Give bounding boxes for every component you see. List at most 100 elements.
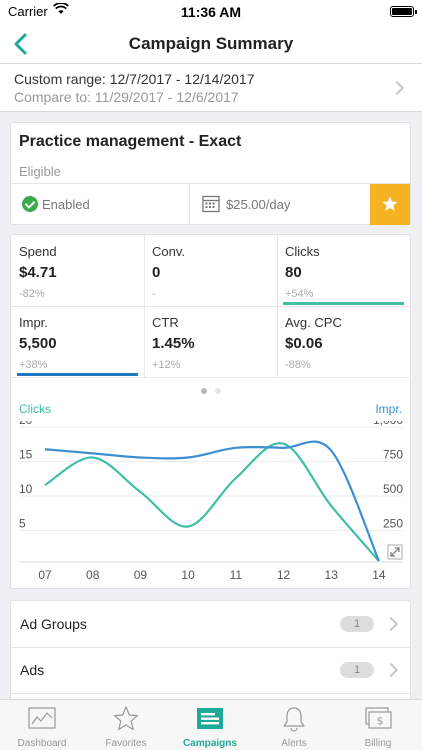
- metric-change: -88%: [285, 359, 311, 371]
- y-right-tick-label: 750: [383, 448, 403, 462]
- chevron-right-icon: [383, 616, 399, 632]
- metric-change: -: [152, 288, 156, 300]
- grid-divider: [11, 306, 410, 307]
- page-title: Campaign Summary: [128, 34, 294, 53]
- billing-icon: $: [363, 705, 393, 733]
- navigation-bar: Campaign Summary: [0, 24, 422, 64]
- metric-label: CTR: [152, 315, 179, 330]
- x-tick-label: 09: [134, 568, 148, 582]
- tab-alerts[interactable]: Alerts: [252, 700, 336, 750]
- count-badge: 1: [340, 616, 374, 632]
- campaign-name: Practice management - Exact: [19, 133, 242, 150]
- metric-impressions[interactable]: Impr. 5,500 +38%: [11, 306, 144, 377]
- tab-campaigns[interactable]: Campaigns: [168, 700, 252, 750]
- date-range-selector[interactable]: Custom range: 12/7/2017 - 12/14/2017 Com…: [0, 64, 422, 112]
- metric-change: +38%: [19, 359, 48, 371]
- metric-label: Spend: [19, 244, 57, 259]
- campaigns-icon: [195, 705, 225, 733]
- metric-spend[interactable]: Spend $4.71 -82%: [11, 235, 144, 306]
- tab-billing[interactable]: $ Billing: [336, 700, 420, 750]
- back-button[interactable]: [10, 30, 32, 58]
- series-line-clicks: [44, 442, 380, 562]
- x-tick-label: 07: [38, 568, 52, 582]
- metric-clicks[interactable]: Clicks 80 +54%: [277, 235, 410, 306]
- campaign-controls: Enabled $25.00/day: [11, 183, 410, 225]
- star-outline-icon: [111, 705, 141, 733]
- y-left-tick-label: 5: [19, 517, 26, 531]
- series-line-impr: [44, 440, 380, 562]
- calendar-icon: [202, 195, 220, 218]
- budget-label: $25.00/day: [226, 197, 291, 212]
- chart-right-axis-label: Impr.: [375, 402, 402, 416]
- carrier-label: Carrier: [8, 4, 48, 19]
- metric-value: 1.45%: [152, 335, 195, 352]
- tab-favorites[interactable]: Favorites: [84, 700, 168, 750]
- status-label: Enabled: [42, 197, 90, 212]
- tab-dashboard[interactable]: Dashboard: [0, 700, 84, 750]
- metric-label: Clicks: [285, 244, 320, 259]
- metric-change: +54%: [285, 288, 314, 300]
- tab-label: Alerts: [281, 738, 307, 749]
- metric-label: Impr.: [19, 315, 48, 330]
- eligibility-status: Eligible: [19, 164, 61, 179]
- x-tick-label: 13: [325, 568, 339, 582]
- metric-avg-cpc[interactable]: Avg. CPC $0.06 -88%: [277, 306, 410, 377]
- compare-range-text: Compare to: 11/29/2017 - 12/6/2017: [14, 89, 239, 105]
- metric-conversions[interactable]: Conv. 0 -: [144, 235, 277, 306]
- list-item-label: Ad Groups: [20, 616, 87, 632]
- metric-value: $0.06: [285, 335, 323, 352]
- count-badge: 1: [340, 662, 374, 678]
- status-bar: Carrier 11:36 AM: [0, 0, 422, 24]
- list-item-label: Ads: [20, 662, 45, 678]
- drilldown-list: Ad Groups 1 Ads 1: [10, 600, 411, 705]
- metric-label: Conv.: [152, 244, 185, 259]
- dashboard-icon: [27, 705, 57, 733]
- y-right-tick-label: 500: [383, 482, 403, 496]
- metric-ctr[interactable]: CTR 1.45% +12%: [144, 306, 277, 377]
- x-tick-label: 14: [372, 568, 386, 582]
- list-item-ads[interactable]: Ads 1: [11, 647, 410, 693]
- metric-selected-bar: [283, 302, 404, 305]
- line-chart: 20 1,000 15 750 10 500 5 250 07 08 09 10 11 12 13 14: [19, 421, 403, 582]
- x-tick-label: 12: [277, 568, 291, 582]
- x-tick-label: 11: [230, 568, 243, 582]
- expand-icon[interactable]: [387, 544, 403, 560]
- page-dot: [214, 388, 221, 394]
- metrics-card: Spend $4.71 -82% Conv. 0 - Clicks 80 +54…: [10, 234, 411, 589]
- chevron-right-icon: [389, 80, 405, 96]
- tab-label: Billing: [364, 738, 392, 749]
- clock: 11:36 AM: [180, 4, 242, 20]
- tab-label: Favorites: [105, 738, 147, 749]
- metric-value: 80: [285, 264, 302, 281]
- custom-range-text: Custom range: 12/7/2017 - 12/14/2017: [14, 71, 255, 87]
- star-icon: [382, 196, 398, 211]
- wifi-icon: [52, 2, 70, 18]
- y-right-tick-label: 1,000: [373, 421, 403, 427]
- tab-label: Campaigns: [183, 738, 237, 749]
- list-divider: [11, 693, 410, 694]
- metric-value: 5,500: [19, 335, 57, 352]
- battery-icon: [390, 6, 417, 17]
- y-left-tick-label: 15: [19, 448, 33, 462]
- y-left-tick-label: 10: [19, 482, 33, 496]
- favorite-button[interactable]: [370, 184, 410, 225]
- x-tick-label: 10: [181, 568, 195, 582]
- back-chevron-icon: [14, 33, 27, 55]
- campaign-card: Practice management - Exact Eligible Ena…: [10, 122, 411, 225]
- svg-text:$: $: [377, 715, 384, 728]
- budget-button[interactable]: $25.00/day: [191, 184, 371, 225]
- grid-divider: [11, 377, 410, 378]
- x-tick-label: 08: [86, 568, 100, 582]
- metric-selected-bar: [17, 373, 138, 376]
- metric-change: -82%: [19, 288, 45, 300]
- list-divider: [11, 647, 410, 648]
- check-circle-icon: [22, 196, 38, 212]
- chart-left-axis-label: Clicks: [19, 402, 51, 416]
- metric-value: $4.71: [19, 264, 57, 281]
- y-right-tick-label: 250: [383, 517, 403, 531]
- status-toggle[interactable]: Enabled: [11, 184, 190, 225]
- list-item-ad-groups[interactable]: Ad Groups 1: [11, 601, 410, 647]
- metric-change: +12%: [152, 359, 181, 371]
- page-dot-active: [200, 388, 207, 394]
- page-indicator[interactable]: [11, 381, 410, 399]
